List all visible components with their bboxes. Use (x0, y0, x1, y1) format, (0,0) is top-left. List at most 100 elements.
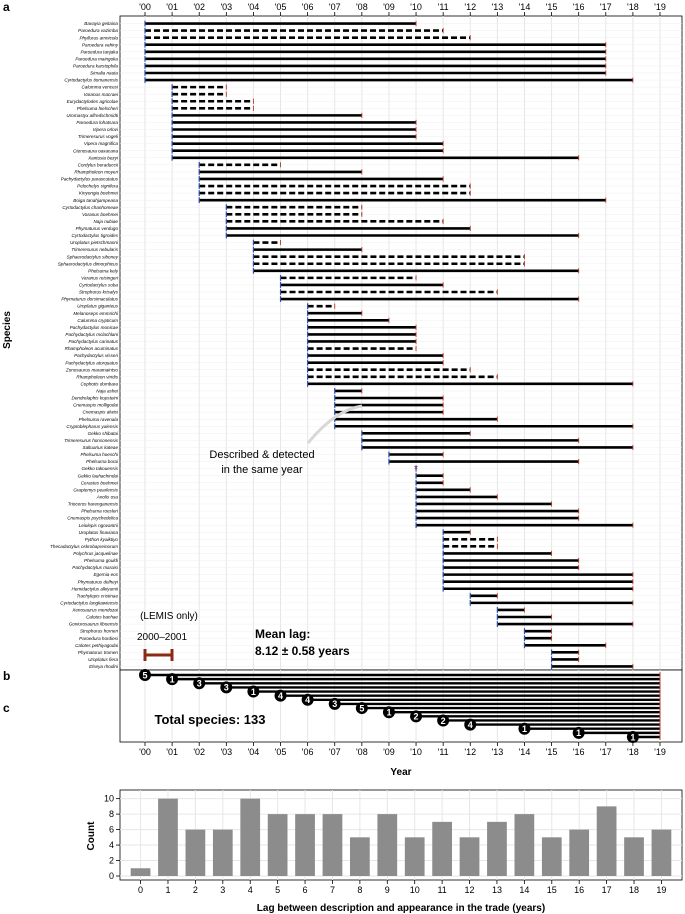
species-label: Trioceros harenganensis (68, 502, 119, 507)
panel-a-tick-label: '04 (248, 2, 260, 12)
species-label: Strophurus krisalys (79, 290, 119, 295)
species-label: Boiga tanahjampeana (73, 198, 118, 203)
species-label: Uroplatus fiera (88, 657, 118, 662)
panel-c-xtick-label: 3 (220, 885, 225, 895)
panel-a-tick-label: '18 (627, 2, 639, 12)
panel-a-tick-label: '00 (139, 2, 151, 12)
species-label: Phelsuma borai (86, 459, 119, 464)
species-label: Anolis osa (96, 495, 119, 500)
cohort-count-label: 2 (414, 712, 419, 722)
cohort-count-label: 1 (251, 687, 256, 697)
species-label: Trimeresurus honsonensis (64, 438, 118, 443)
panel-b-tick-label: '05 (275, 747, 287, 757)
panel-a-tick-label: '08 (356, 2, 368, 12)
cohort-count-marker (355, 702, 368, 715)
panel-c-ytick-label: 2 (109, 856, 114, 866)
species-label: Naja ashei (96, 389, 119, 394)
panel-label-a: a (3, 0, 10, 14)
panel-b-tick-label: '00 (139, 747, 151, 757)
panel-c-xtick-label: 2 (193, 885, 198, 895)
cohort-count-label: 3 (332, 699, 337, 709)
species-label: Cryptoblepharus yulensis (66, 424, 118, 429)
species-label: Leiolepis ngovantrii (79, 523, 119, 528)
species-label: Eurydactylodes agricolae (67, 99, 119, 104)
species-label: Phymaturus dorsimaculatus (61, 297, 118, 302)
panel-c-bars (130, 798, 672, 876)
species-label: Rhampholeon viridis (76, 374, 118, 379)
cohort-count-label: 1 (522, 724, 527, 734)
panel-b-tick-label: '16 (573, 747, 585, 757)
panel-a-tick-label: '16 (573, 2, 585, 12)
species-label: Polychrus jacquelinae (73, 551, 118, 556)
species-label: Xenosaurus mendozai (71, 608, 119, 613)
panel-a-tick-label: '05 (275, 2, 287, 12)
panel-c-xlabel: Lag between description and appearance i… (257, 903, 545, 914)
species-label: Cyrtodactylus chanhomeae (62, 205, 118, 210)
species-label: Phymaturus delheyi (78, 579, 119, 584)
species-label: Varanus macraei (83, 92, 119, 97)
panel-b-tick-label: '12 (464, 747, 476, 757)
species-label: Trimeresurus vogeli (78, 134, 119, 139)
lag-bar (185, 829, 206, 876)
species-label: Uroplatus giganteus (77, 304, 119, 309)
panel-c-xtick-label: 17 (602, 885, 612, 895)
panel-b-lines: 5 1 3 3 1 4 4 3 5 1 2 2 4 1 1 1 (139, 669, 661, 743)
lag-bar (267, 814, 288, 876)
species-label: Dendrelaphis kopsteini (72, 396, 119, 401)
species-label: Phelsuma kely (88, 268, 119, 273)
species-label: Phymaturus tromen (78, 650, 119, 655)
cohort-count-marker (220, 681, 233, 694)
panel-c-ytick-label: 10 (104, 794, 114, 804)
panel-b-tick-label: '07 (329, 747, 341, 757)
panel-a-tick-label: '10 (410, 2, 422, 12)
species-label: Phelsuma roesleri (81, 509, 119, 514)
species-label: Kinyongia boehmei (79, 191, 119, 196)
lag-bar (459, 837, 480, 876)
species-label: Pachydactylus carinatus (68, 339, 118, 344)
species-label: Vipera orlovi (93, 127, 119, 132)
cohort-count-label: 1 (630, 732, 635, 742)
cohort-count-marker (572, 726, 585, 739)
cohort-count-label: 5 (359, 703, 364, 713)
cohort-count-marker (382, 706, 395, 719)
species-label: Calumma vencesi (81, 85, 118, 90)
panel-b-tick-label: '14 (519, 747, 531, 757)
species-label: Strophurus horneri (80, 629, 119, 634)
lemis-range-marker (143, 649, 174, 661)
species-label: Cerastes boehmei (81, 480, 119, 485)
panel-a-tick-label: '09 (383, 2, 395, 12)
panel-b-tick-label: '06 (302, 747, 314, 757)
panel-c-xtick-label: 18 (629, 885, 639, 895)
species-label: Zonosaurus maramaintso (65, 367, 119, 372)
panel-c-xtick-label: 6 (303, 885, 308, 895)
cohort-count-marker (437, 714, 450, 727)
cohort-count-label: 4 (278, 691, 283, 701)
cohort-count-label: 1 (576, 728, 581, 738)
cohort-count-label: 1 (386, 708, 391, 718)
species-label: Cnemaspis molligodai (73, 403, 119, 408)
panel-c-ytick-label: 8 (109, 809, 114, 819)
lemis-label: (LEMIS only) (140, 611, 198, 622)
species-label: Thecadactylus oskrobapreinorum (50, 544, 118, 549)
panel-a-ylabel: Species (2, 311, 13, 349)
panel-c-xtick-label: 19 (656, 885, 666, 895)
species-label: Trimeresurus nebularis (71, 247, 118, 252)
panel-b-tick-label: '02 (193, 747, 205, 757)
species-label: Phymaturus verdugo (76, 226, 119, 231)
species-label: Cyrtodactylus langkawiensis (60, 600, 118, 605)
cohort-count-marker (328, 697, 341, 710)
panel-b-tick-label: '18 (627, 747, 639, 757)
panel-c-xtick-label: 5 (275, 885, 280, 895)
species-label: Cyrtodactylus tiomanensis (64, 78, 118, 83)
panel-a-tick-label: '02 (193, 2, 205, 12)
cohort-count-marker (193, 677, 206, 690)
panel-a-frame (119, 15, 683, 671)
species-label: Uromastyx alfredschmidti (66, 113, 119, 118)
panel-a-tick-label: '01 (166, 2, 178, 12)
same-year-annotation-line2: in the same year (221, 464, 303, 476)
species-label: Sphaerodactylus siboney (67, 254, 119, 259)
species-label: Gekko shibatai (88, 431, 119, 436)
